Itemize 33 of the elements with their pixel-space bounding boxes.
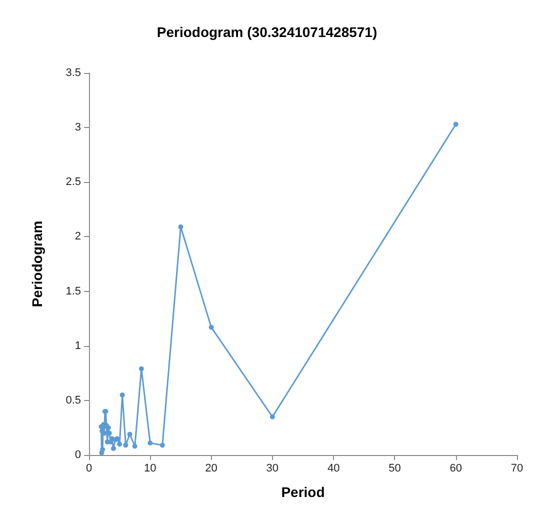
point <box>178 224 184 230</box>
y-axis-title: Periodogram <box>29 220 45 308</box>
point <box>138 366 144 372</box>
point <box>100 447 106 452</box>
x-tick-label: 40 <box>327 462 340 474</box>
point <box>110 446 116 451</box>
point <box>127 432 132 437</box>
point <box>123 442 128 448</box>
y-tick-label: 3 <box>74 122 81 134</box>
point <box>120 392 125 398</box>
x-tick-label: 50 <box>388 462 401 474</box>
y-tick-label: 3.5 <box>66 67 81 79</box>
y-tick-label: 1 <box>74 340 81 352</box>
x-tick-label: 30 <box>266 462 279 474</box>
x-tick-label: 0 <box>86 462 92 474</box>
point <box>148 440 153 446</box>
y-tick-label: 0.5 <box>66 394 81 406</box>
point <box>208 324 214 330</box>
x-tick-label: 10 <box>144 462 156 474</box>
point <box>160 442 165 448</box>
y-tick-label: 0 <box>74 449 81 461</box>
point <box>270 414 275 420</box>
x-tick-label: 20 <box>205 462 218 474</box>
point <box>132 444 138 449</box>
y-tick-label: 2 <box>74 230 81 243</box>
point <box>117 442 122 447</box>
point <box>453 122 458 127</box>
x-tick-label: 70 <box>510 462 524 474</box>
x-tick-label: 60 <box>450 462 462 474</box>
x-axis-title: Period <box>281 484 325 500</box>
y-tick-label: 1.5 <box>66 285 81 298</box>
y-tick-label: 2.5 <box>66 176 81 188</box>
chart-title: Periodogram (30.3241071428571) <box>156 24 378 40</box>
